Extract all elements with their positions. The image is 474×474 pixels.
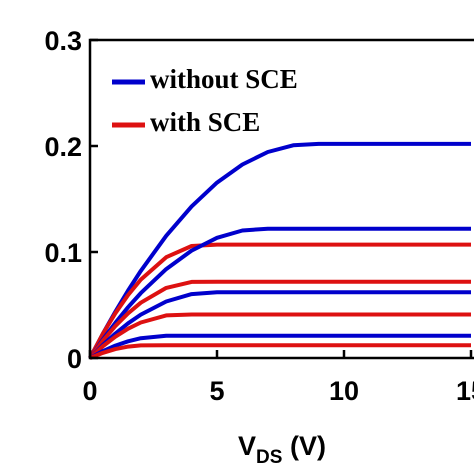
curve [88,141,471,359]
x-label-main: V [238,431,256,461]
x-tick-label: 10 [329,376,359,406]
x-tick-label: 15 [456,376,474,406]
y-tick-label: 0.2 [44,132,82,162]
curve [88,279,471,360]
curve [88,226,471,360]
curve [89,343,471,360]
legend-label: without SCE [150,64,298,94]
x-label-unit: (V) [282,431,326,461]
curve [88,242,471,359]
x-label-sub: DS [256,447,282,468]
x-axis-label: VDS (V) [238,431,326,468]
y-tick-label: 0.1 [44,238,82,268]
curve [88,290,471,360]
legend-label: with SCE [150,107,260,137]
curve [89,333,471,360]
plot-frame [88,38,474,360]
y-tick-label: 0 [67,344,82,374]
y-tick-label: 0.3 [44,26,82,56]
x-tick-label: 0 [82,376,97,406]
x-tick-label: 5 [209,376,224,406]
curve [88,312,471,360]
